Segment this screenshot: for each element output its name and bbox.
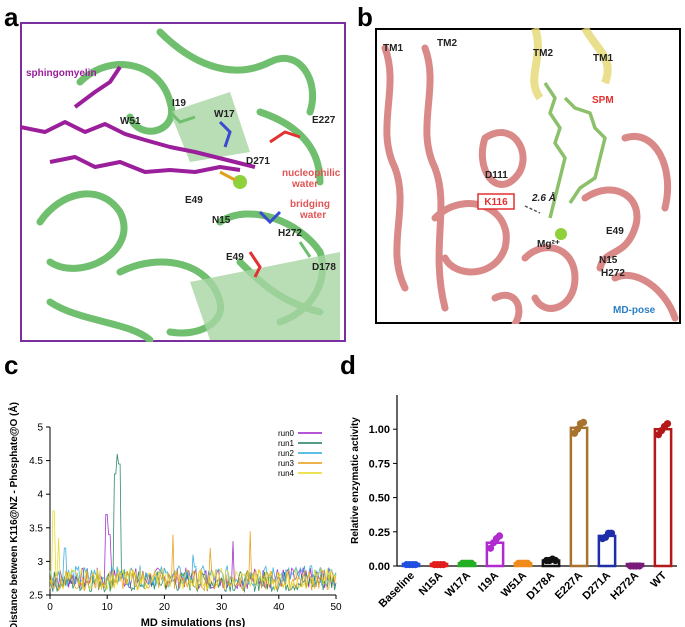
- point-I19A: [495, 532, 504, 540]
- label-MD-pose: MD-pose: [613, 305, 656, 316]
- y-axis-label-d: Relative enzymatic activity: [350, 417, 361, 544]
- label-D271: D271: [246, 156, 270, 167]
- chart-d: 0.00 0.25 0.50 0.75 1.00 Relative enzymatic a…: [350, 395, 677, 610]
- y-axis-label-c: Distance between K116@NZ - Phosphate@O (…: [7, 402, 20, 627]
- point-H272A: [635, 562, 644, 570]
- point-D271A: [607, 529, 616, 537]
- label-E49-upper: E49: [185, 195, 203, 206]
- point-W51A: [523, 559, 532, 567]
- label-TM2-left: TM2: [437, 38, 457, 49]
- legend-label-run1: run1: [278, 439, 295, 448]
- point-E227A: [573, 425, 582, 433]
- label-W17: W17: [214, 109, 235, 120]
- y-tick-label-d: 0.25: [369, 527, 390, 539]
- x-tick-label-d: H272A: [608, 570, 641, 603]
- k116-box: [477, 193, 515, 210]
- point-Baseline: [411, 561, 420, 569]
- legend-label-run4: run4: [278, 469, 295, 478]
- x-tick-label-c: 10: [102, 602, 114, 613]
- label-N15: N15: [212, 215, 231, 226]
- x-tick-label-c: 30: [216, 602, 228, 613]
- label-nucleophilic-water: water: [291, 179, 318, 190]
- series-line-run4: [49, 510, 337, 591]
- point-W17A: [467, 559, 476, 567]
- point-WT: [663, 420, 672, 428]
- label-I19: I19: [172, 98, 186, 109]
- x-tick-label-c: 40: [273, 602, 285, 613]
- protein-helices: [381, 44, 679, 324]
- mg-ion: [233, 175, 247, 189]
- x-tick-label-d: E227A: [553, 570, 585, 602]
- legend-label-run3: run3: [278, 459, 295, 468]
- x-tick-label-d: W17A: [443, 570, 473, 600]
- y-tick-label-d: 0.75: [369, 458, 390, 470]
- x-tick-label-d: Baseline: [377, 570, 417, 610]
- x-tick-label-c: 0: [47, 602, 53, 613]
- label-D178: D178: [312, 262, 336, 273]
- legend-label-run0: run0: [278, 429, 295, 438]
- label-TM2-right: TM2: [533, 48, 553, 59]
- x-axis-label-c: MD simulations (ns): [141, 617, 246, 627]
- x-tick-label-d: I19A: [476, 570, 501, 595]
- panel-letter-d: d: [340, 350, 356, 380]
- bar-WT: [653, 427, 673, 568]
- y-tick-label-c: 3: [37, 557, 43, 568]
- point-N15A: [439, 561, 448, 569]
- panel-letter-b: b: [357, 2, 373, 32]
- label-D111: D111: [485, 170, 508, 181]
- label-K116: K116: [484, 197, 508, 208]
- point-E227A: [579, 418, 588, 426]
- panel-a-structure: sphingomyelin I19 W17 W51 E227 D271 nucl…: [20, 22, 346, 342]
- label-sphingomyelin: sphingomyelin: [26, 68, 97, 79]
- residue-sticks: [168, 110, 312, 278]
- panel-letter-a: a: [4, 2, 19, 32]
- label-bridging-water: water: [299, 210, 326, 221]
- mg-ion-b: [555, 228, 567, 240]
- chart-c: 0 10 20 30 40 50 2.5 3 3.5 4 4.5 5 MD simulations (n…: [7, 402, 342, 627]
- label-distance: 2.6 Å: [531, 191, 556, 204]
- legend-label-run2: run2: [278, 449, 295, 458]
- label-E49-lower: E49: [226, 252, 244, 263]
- label-W51: W51: [120, 116, 141, 127]
- y-tick-label-d: 0.50: [369, 493, 390, 505]
- x-tick-label-d: WT: [649, 569, 670, 590]
- sphingomyelin-ligand: [20, 65, 256, 174]
- panel-b-structure: TM1 TM2 TM2 TM1 SPM D111 2.6 Å Mg²⁺ E49 …: [375, 28, 681, 324]
- panel-letter-c: c: [4, 350, 19, 380]
- label-mg: Mg²⁺: [537, 239, 560, 250]
- label-H272: H272: [278, 228, 302, 239]
- label-N15: N15: [599, 255, 618, 266]
- point-D178A: [551, 556, 560, 565]
- x-tick-label-d: D178A: [524, 570, 557, 603]
- label-E227: E227: [312, 115, 336, 126]
- label-E49: E49: [606, 226, 624, 237]
- label-SPM: SPM: [592, 95, 614, 106]
- y-tick-label-d: 1.00: [369, 424, 390, 436]
- y-tick-label-c: 4: [37, 490, 43, 501]
- x-tick-label-d: N15A: [417, 570, 445, 598]
- label-TM1-left: TM1: [383, 43, 403, 54]
- y-tick-label-c: 3.5: [29, 523, 43, 534]
- spm-ligand: [543, 82, 607, 219]
- x-tick-label-d: D271A: [580, 570, 613, 603]
- y-tick-label-c: 5: [37, 423, 43, 434]
- x-tick-label-c: 20: [159, 602, 171, 613]
- point-I19A: [486, 544, 495, 552]
- y-tick-label-c: 4.5: [29, 456, 43, 467]
- bar-E227A: [569, 426, 589, 568]
- y-tick-label-d: 0.00: [369, 561, 390, 573]
- x-tick-label-c: 50: [330, 602, 342, 613]
- label-nucleophilic: nucleophilic: [282, 168, 341, 179]
- label-H272: H272: [601, 268, 625, 279]
- label-TM1-right: TM1: [593, 53, 613, 64]
- y-tick-label-c: 2.5: [29, 591, 43, 602]
- label-bridging: bridging: [290, 199, 330, 210]
